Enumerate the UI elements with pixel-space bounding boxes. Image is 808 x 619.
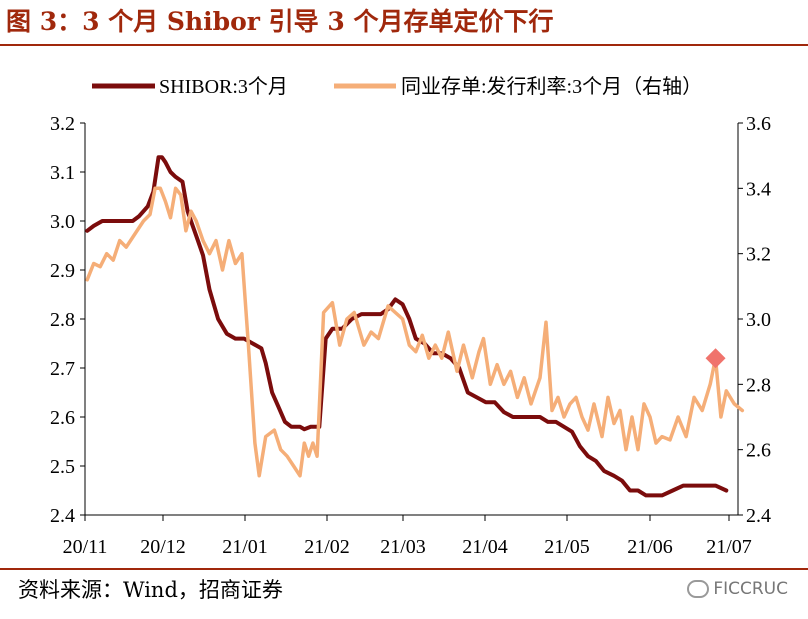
- highlight-diamond-marker: [705, 348, 726, 369]
- x-tick-label: 21/07: [706, 536, 752, 558]
- x-tick-label: 21/03: [380, 536, 426, 558]
- axes: 2.4 2.5 2.6 2.7 2.8 2.9 3.0 3.1 3.2 2.4 2.6 2.8 3.0 3…: [50, 113, 771, 558]
- x-tick-label: 21/06: [627, 536, 673, 558]
- title-rule: [0, 44, 808, 46]
- legend-label-ncd: 同业存单:发行利率:3个月（右轴）: [401, 75, 702, 98]
- y-tick-label-left: 2.9: [50, 260, 75, 282]
- series-line-ncd: [85, 186, 745, 478]
- legend-label-shibor: SHIBOR:3个月: [159, 75, 288, 98]
- marker-group: [705, 348, 726, 369]
- y-tick-label-left: 2.7: [50, 358, 75, 380]
- y-tick-label-right: 3.6: [746, 113, 771, 135]
- x-tick-label: 21/01: [222, 536, 268, 558]
- x-tick-label: 21/05: [544, 536, 590, 558]
- legend: SHIBOR:3个月 同业存单:发行利率:3个月（右轴）: [92, 75, 702, 98]
- y-tick-label-right: 3.0: [746, 309, 771, 331]
- y-tick-label-right: 2.4: [746, 505, 771, 527]
- x-tick-label: 20/11: [63, 536, 108, 558]
- y-tick-label-right: 2.6: [746, 440, 771, 462]
- series-line-shibor: [85, 155, 729, 498]
- y-tick-label-left: 3.0: [50, 211, 75, 233]
- y-tick-label-right: 3.4: [746, 178, 771, 200]
- y-tick-label-left: 2.4: [50, 505, 75, 527]
- series-group: [85, 155, 745, 498]
- x-tick-label: 21/04: [462, 536, 508, 558]
- y-tick-label-left: 3.2: [50, 113, 75, 135]
- watermark: FICCRUC: [687, 579, 788, 599]
- y-tick-label-right: 2.8: [746, 374, 771, 396]
- source-note: 资料来源：Wind，招商证券: [18, 578, 283, 602]
- figure-title: 图 3：3 个月 Shibor 引导 3 个月存单定价下行: [6, 7, 554, 36]
- y-tick-label-left: 2.6: [50, 407, 75, 429]
- y-tick-label-left: 2.5: [50, 456, 75, 478]
- wechat-icon: [687, 580, 710, 598]
- watermark-label: FICCRUC: [713, 579, 788, 599]
- x-tick-label: 21/02: [304, 536, 350, 558]
- footer-rule: [0, 568, 808, 570]
- y-tick-label-left: 2.8: [50, 309, 75, 331]
- y-tick-label-left: 3.1: [50, 162, 75, 184]
- x-tick-label: 20/12: [140, 536, 186, 558]
- line-chart: SHIBOR:3个月 同业存单:发行利率:3个月（右轴） 2.4 2.5 2.6 2.7…: [50, 75, 771, 558]
- y-tick-label-right: 3.2: [746, 244, 771, 266]
